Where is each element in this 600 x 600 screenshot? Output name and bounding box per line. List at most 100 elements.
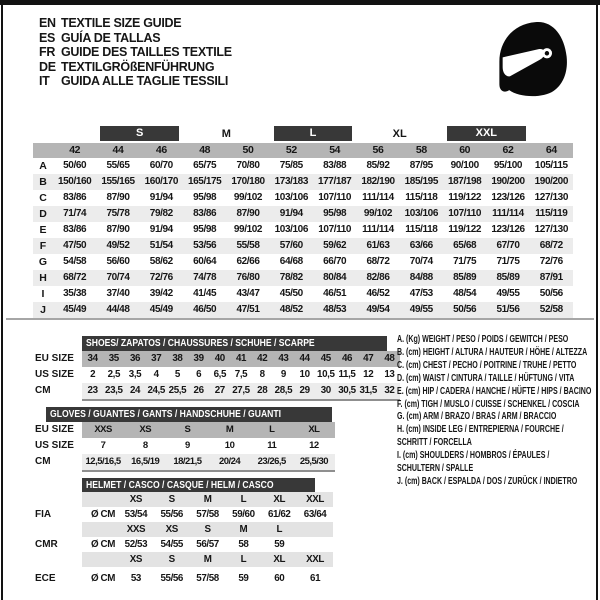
size-label-cell: XS	[129, 554, 143, 565]
size-value-cell: 103/106	[274, 224, 309, 235]
size-value-cell: 49/55	[496, 288, 520, 299]
size-value-cell: 90/100	[450, 160, 480, 171]
size-value-cell: 53/56	[193, 240, 217, 251]
size-value-cell: 60/70	[149, 160, 173, 171]
size-value-cell: 99/102	[233, 224, 263, 235]
size-value-cell: 67/70	[496, 240, 520, 251]
helmet-title-row: HELMET / CASCO / CASQUE / HELM / CASCO	[33, 478, 333, 492]
size-value-cell: 85/89	[453, 272, 477, 283]
size-value-cell: 36	[129, 353, 141, 364]
size-value-cell: 74/78	[193, 272, 217, 283]
language-row: ES GUÍA DE TALLAS	[39, 31, 232, 46]
diameter-unit-label: Ø CM	[91, 509, 115, 520]
size-value-cell: L	[269, 424, 275, 435]
size-label-cell: XS	[129, 494, 143, 505]
helmet-title-text: HELMET / CASCO / CASQUE / HELM / CASCO	[86, 479, 274, 491]
size-value-cell: 56/60	[106, 256, 130, 267]
size-number-cell: 54	[329, 144, 341, 156]
gloves-title-row: GLOVES / GUANTES / GANTS / HANDSCHUHE / …	[33, 407, 335, 422]
size-value-cell: 5	[174, 369, 180, 380]
size-value-cell: 37	[151, 353, 162, 364]
size-value-cell: 61	[310, 573, 321, 584]
size-value-cell: 51/54	[149, 240, 173, 251]
size-value-cell: 55/65	[106, 160, 130, 171]
size-value-cell: 91/94	[279, 208, 303, 219]
size-value-cell: 25,5/30	[299, 456, 329, 467]
size-value-cell: 115/118	[405, 224, 438, 235]
size-value-cell: 95/98	[193, 224, 217, 235]
legend-line: SCHRITT / FORCELLA	[397, 437, 472, 449]
size-value-cell: 60/64	[193, 256, 217, 267]
size-value-cell: 28,5	[274, 385, 293, 396]
row-letter: F	[39, 240, 47, 252]
size-value-cell: 63/64	[303, 509, 327, 520]
label-column-spacer	[33, 492, 82, 507]
textile-size-table: S M L XL XXL 42 44 46 48 50 52 54 56 58 60 62 64 A 50/60 55…	[33, 126, 573, 318]
size-value-cell: 2,5	[107, 369, 121, 380]
row-value-cells: 12,5/16,5 16,5/19 18/21,5 20/24 23/26,5 25,5/…	[82, 454, 335, 470]
size-label-cell: S	[204, 524, 212, 535]
size-value-cell: 170/180	[231, 176, 265, 187]
size-value-cell: 123/126	[491, 224, 525, 235]
size-label-cell: M	[203, 494, 212, 505]
size-value-cell: 61/63	[366, 240, 390, 251]
legend-line: B. (cm) HEIGHT / ALTURA / HAUTEUR / HÖHE…	[397, 346, 588, 358]
shoes-row-eu-size: EU SIZE 34 35 36 37 38 39 40 41 42 43 44 45 46 47 48	[33, 351, 400, 367]
size-value-cell: 58/62	[149, 256, 173, 267]
size-group-label-m: M	[221, 128, 231, 140]
size-value-cell: 41	[235, 353, 247, 364]
size-value-cell: XS	[139, 424, 152, 435]
size-group-label-l: L	[273, 126, 353, 141]
gloves-row-cm: CM 12,5/16,5 16,5/19 18/21,5 20/24 23/26,5 25,…	[33, 454, 335, 470]
size-number-cell: 44	[112, 144, 124, 156]
label-column-spacer	[33, 522, 82, 537]
unit-column-spacer	[82, 492, 118, 507]
gloves-row-us-size: US SIZE 7 8 9 10 11 12	[33, 438, 335, 454]
size-value-cell: 56/57	[196, 539, 219, 550]
certification-label: ECE	[35, 573, 56, 584]
size-value-cell: 177/187	[317, 176, 352, 187]
row-label: CM	[35, 385, 51, 396]
legend-line: G. (cm) ARM / BRAZO / BRAS / ARM / BRACC…	[397, 411, 557, 423]
size-value-cell: XL	[308, 424, 320, 435]
row-value-cells: 150/160 155/165 160/170 165/175 170/180 173/1…	[53, 174, 573, 190]
size-value-cell: 55/56	[160, 573, 183, 584]
language-row: DE TEXTILGRÖßENFÜHRUNG	[39, 60, 232, 75]
size-value-cell: 64/68	[279, 256, 303, 267]
row-value-cells: 68/72 70/74 72/76 74/78 76/80 78/82 80/84 82/86…	[53, 270, 573, 286]
size-value-cell: 28	[257, 385, 268, 396]
size-value-cell: 27,5	[232, 385, 250, 396]
size-value-cell: 12	[309, 440, 319, 451]
size-label-cell	[297, 522, 333, 537]
size-value-cell: 4	[153, 369, 159, 380]
size-value-cell: 119/122	[448, 192, 482, 203]
size-label-cell: S	[168, 554, 176, 565]
size-value-cell: 48/54	[453, 288, 477, 299]
size-value-cell: 45/49	[149, 304, 173, 315]
size-value-cell: 105/115	[534, 160, 568, 171]
size-label-cell: XXL	[306, 494, 324, 505]
size-value-cell: 91/94	[149, 224, 173, 235]
size-value-cell: 190/200	[534, 176, 569, 187]
language-title-text: GUIDE DES TAILLES TEXTILE	[61, 45, 232, 60]
size-value-cell: 85/92	[366, 160, 390, 171]
size-value-cell: 185/195	[404, 176, 439, 187]
legend-line: E. (cm) HIP / CADERA / HANCHE / HÜFTE / …	[397, 385, 592, 397]
size-label-cell: S	[168, 494, 176, 505]
measurement-row-c: C 83/86 87/90 91/94 95/98 99/102 103/106 107/11…	[33, 190, 573, 206]
row-value-cells: 7 8 9 10 11 12	[82, 438, 335, 454]
size-value-cell: 123/126	[491, 192, 525, 203]
size-label-cell: L	[276, 524, 283, 535]
size-value-cell: 45	[320, 353, 332, 364]
gloves-title-text: GLOVES / GUANTES / GANTS / HANDSCHUHE / …	[50, 408, 282, 420]
size-value-cell: 70/74	[409, 256, 433, 267]
size-group-label-xl: XL	[392, 128, 407, 140]
size-value-cell: 78/82	[279, 272, 303, 283]
size-value-cell: 83/88	[323, 160, 347, 171]
size-value-cell: 57/58	[196, 573, 219, 584]
size-value-cell: 57/58	[196, 509, 219, 520]
size-number-cell: 64	[545, 144, 557, 156]
size-value-cell: 60	[274, 573, 285, 584]
helmet-size-row: XS S M L XL XXL	[33, 492, 333, 507]
size-value-cell: 79/82	[149, 208, 173, 219]
